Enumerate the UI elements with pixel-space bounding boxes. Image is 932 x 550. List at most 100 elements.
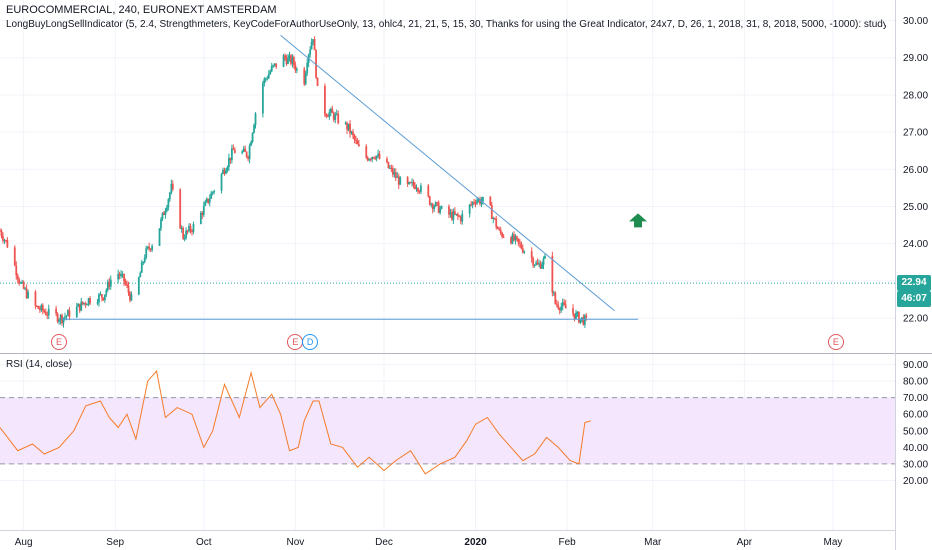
candle	[233, 149, 236, 154]
candle	[583, 315, 586, 325]
candle	[514, 236, 517, 241]
candle	[225, 170, 227, 174]
candle	[458, 216, 461, 218]
candle	[357, 144, 360, 147]
candle	[428, 196, 431, 205]
candle	[390, 167, 393, 169]
candle	[291, 57, 294, 64]
candle	[228, 157, 230, 167]
candle	[397, 176, 400, 185]
rsi-legend[interactable]: RSI (14, close)	[6, 359, 73, 370]
candle	[127, 285, 130, 293]
candle	[366, 157, 369, 161]
candle	[377, 153, 379, 156]
candle	[356, 140, 359, 145]
candle	[518, 242, 521, 244]
candle	[453, 211, 456, 215]
candle	[389, 167, 391, 169]
candle	[411, 181, 413, 183]
candle	[369, 158, 372, 160]
candle	[266, 78, 269, 80]
indicator-legend[interactable]: LongBuyLongSellIndicator (5, 2.4, Streng…	[6, 19, 886, 30]
candle	[78, 303, 81, 311]
candle	[241, 151, 244, 154]
candle	[533, 264, 536, 266]
candle	[263, 78, 266, 84]
candle	[409, 182, 412, 184]
candle	[313, 39, 316, 51]
candle	[391, 168, 394, 175]
candles[interactable]	[0, 36, 588, 328]
candle	[420, 185, 422, 192]
candle	[393, 172, 396, 175]
candle	[561, 302, 564, 307]
candle	[479, 198, 481, 204]
candle	[282, 55, 285, 67]
rsi-line[interactable]	[0, 370, 591, 475]
candle	[41, 305, 44, 311]
candle	[440, 206, 443, 209]
candle	[186, 230, 189, 232]
candle	[2, 236, 4, 241]
candle	[189, 225, 192, 231]
candle	[459, 216, 462, 222]
candle	[387, 162, 390, 168]
candle	[202, 205, 205, 215]
candle	[44, 311, 47, 315]
candle	[417, 187, 419, 192]
candle	[295, 68, 298, 71]
candle	[56, 313, 59, 322]
time-axis[interactable]: Aug Sep Oct Nov Dec 2020 Feb Mar Apr May	[15, 537, 843, 548]
candle	[204, 201, 207, 206]
candle	[304, 73, 307, 85]
candle	[229, 157, 232, 161]
dividend-marker[interactable]: D	[302, 334, 319, 350]
candle	[191, 230, 193, 232]
candle	[368, 158, 371, 161]
candle	[161, 212, 164, 220]
candle	[168, 192, 171, 200]
candle	[247, 156, 250, 160]
trendlines[interactable]	[62, 34, 639, 320]
candle	[179, 189, 182, 229]
rsi-axis[interactable]: 90.00 80.00 70.00 60.00 50.00 40.00 30.00 20.00	[903, 360, 928, 487]
candle	[456, 213, 459, 217]
time-label: Mar	[644, 537, 662, 548]
candle	[158, 228, 161, 246]
candle	[468, 204, 471, 214]
candle	[267, 73, 270, 79]
candle	[46, 314, 49, 316]
time-label: Nov	[286, 537, 304, 548]
candle	[86, 304, 89, 306]
candle	[544, 255, 546, 259]
candle	[148, 246, 151, 249]
candle	[24, 288, 27, 290]
candle	[579, 318, 582, 323]
candle	[199, 212, 202, 224]
candle	[77, 303, 80, 307]
candle	[431, 203, 434, 210]
countdown-badge: 46:07	[897, 291, 931, 308]
candle	[96, 302, 99, 304]
candle	[551, 255, 554, 293]
earnings-marker[interactable]: E	[827, 334, 844, 350]
candle	[102, 297, 105, 301]
candle	[455, 213, 458, 215]
candle	[124, 281, 127, 285]
candle	[22, 281, 25, 289]
candle	[496, 227, 499, 229]
candle	[287, 57, 289, 64]
candle	[83, 302, 86, 305]
candle	[541, 264, 543, 269]
candle	[563, 302, 566, 305]
candle	[517, 238, 520, 243]
time-label: May	[824, 537, 843, 548]
earnings-marker[interactable]: E	[51, 334, 68, 350]
candle	[560, 306, 563, 311]
candle	[493, 217, 496, 219]
candle	[182, 227, 185, 239]
candle	[250, 141, 252, 146]
candle	[434, 202, 437, 207]
